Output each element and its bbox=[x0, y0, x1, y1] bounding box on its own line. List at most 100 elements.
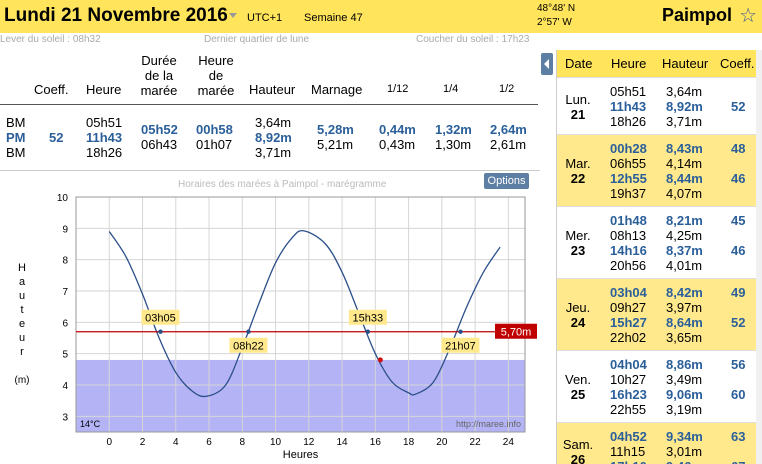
tide-time: 08h13 bbox=[610, 228, 647, 243]
crossing-label: 15h33 bbox=[353, 313, 384, 325]
col-hauteur-header: Hauteur bbox=[249, 82, 296, 97]
day-row[interactable]: Lun. 21 05h51 3,64m 11h43 8,92m 52 18h26 3,71m bbox=[557, 77, 762, 134]
table-header-divider bbox=[0, 104, 538, 105]
week-tides-header: Date Heure Hauteur Coeff. bbox=[557, 50, 762, 77]
tide-time: 10h27 bbox=[610, 372, 647, 387]
x-axis-label: Heures bbox=[283, 449, 319, 461]
tide-height: 3,64m bbox=[666, 84, 703, 99]
tide-height: 8,43m bbox=[666, 141, 703, 156]
tide-time: 05h51 bbox=[610, 84, 647, 99]
city-name[interactable]: Paimpol bbox=[661, 5, 732, 25]
tide-ranges: 5,28m 5,21m bbox=[317, 122, 354, 152]
x-tick-label: 0 bbox=[106, 437, 112, 448]
x-tick-label: 18 bbox=[403, 437, 415, 448]
tide-time: 00h28 bbox=[610, 141, 647, 156]
tide-time: 03h04 bbox=[610, 285, 647, 300]
x-tick-label: 24 bbox=[503, 437, 515, 448]
crossing-point bbox=[458, 329, 463, 334]
tide-coeff: 67 bbox=[731, 459, 745, 464]
crossing-label: 03h05 bbox=[145, 313, 176, 325]
day-label: Mer. 23 bbox=[565, 228, 591, 258]
tide-height: 3,19m bbox=[666, 402, 703, 417]
y-axis-label-letter: u bbox=[19, 332, 25, 344]
low-water-zone bbox=[76, 359, 525, 432]
x-tick-label: 2 bbox=[140, 437, 146, 448]
day-row[interactable]: Jeu. 24 03h04 8,42m 49 09h27 3,97m 15h27 8,64m 52… bbox=[557, 278, 762, 350]
crossing-point bbox=[365, 329, 371, 334]
week-label: Semaine 47 bbox=[304, 12, 363, 24]
y-axis-label-letter: e bbox=[19, 318, 25, 330]
day-row[interactable]: Mar. 22 00h28 8,43m 48 06h55 4,14m 12h55 8,44m 46… bbox=[557, 134, 762, 206]
timezone-label: UTC+1 bbox=[247, 12, 283, 24]
y-tick-label: 6 bbox=[62, 318, 68, 329]
tide-hours: 05h51 11h43 18h26 bbox=[86, 115, 123, 160]
week-days-list: Lun. 21 05h51 3,64m 11h43 8,92m 52 18h26 3,71m Ma… bbox=[557, 77, 762, 464]
tide-coeff: 49 bbox=[731, 285, 746, 300]
col-twelfth-header: 1/12 bbox=[387, 83, 409, 95]
tide-coeff: 52 bbox=[731, 315, 746, 330]
scrollbar[interactable] bbox=[756, 50, 762, 464]
tide-coeff: 52 bbox=[731, 99, 746, 114]
tide-durations: 05h52 06h43 bbox=[141, 122, 178, 152]
section-divider bbox=[0, 170, 540, 171]
header-bar: Lundi 21 Novembre 2016 UTC+1 Semaine 47 … bbox=[0, 0, 762, 33]
tide-time: 22h55 bbox=[610, 402, 647, 417]
col-coeff-header-right: Coeff. bbox=[720, 56, 755, 71]
tide-time: 16h23 bbox=[610, 387, 647, 402]
y-axis-label-letter: H bbox=[18, 262, 26, 274]
col-coeff-header: Coeff. bbox=[34, 82, 69, 97]
date-dropdown-caret-icon[interactable] bbox=[229, 13, 237, 18]
favorite-star-icon[interactable]: ☆ bbox=[739, 5, 757, 27]
x-tick-label: 16 bbox=[370, 437, 382, 448]
col-date-header: Date bbox=[565, 56, 593, 71]
crossing-point bbox=[158, 329, 163, 334]
col-heure-header: Heure bbox=[86, 82, 122, 97]
crossing-badge bbox=[348, 309, 387, 325]
col-half-header: 1/2 bbox=[499, 83, 515, 95]
day-label: Sam. 26 bbox=[562, 436, 594, 464]
options-button[interactable]: Options bbox=[484, 173, 529, 189]
threshold-label: 5,70m bbox=[501, 327, 532, 339]
tide-height: 8,42m bbox=[666, 285, 703, 300]
tide-height: 3,65m bbox=[666, 330, 703, 345]
tide-height: 4,01m bbox=[666, 258, 703, 273]
day-row[interactable]: Mer. 23 01h48 8,21m 45 08h13 4,25m 14h16 8,37m 46… bbox=[557, 206, 762, 278]
tide-types: BM PM BM bbox=[6, 115, 26, 160]
tide-twelfths: 0,44m 0,43m bbox=[379, 122, 416, 152]
day-row[interactable]: Ven. 25 04h04 8,86m 56 10h27 3,49m 16h23 9,06m 60… bbox=[557, 350, 762, 422]
tide-coeff: 46 bbox=[731, 243, 746, 258]
tide-height: 8,92m bbox=[666, 99, 703, 114]
plot-frame bbox=[75, 196, 526, 433]
tide-height: 8,44m bbox=[666, 171, 703, 186]
crossing-label: 21h07 bbox=[445, 341, 476, 353]
collapse-panel-arrow-icon[interactable] bbox=[541, 53, 553, 75]
tide-height: 3,01m bbox=[666, 444, 703, 459]
tide-time: 12h55 bbox=[610, 171, 647, 186]
x-tick-label: 12 bbox=[303, 437, 315, 448]
x-tick-label: 8 bbox=[240, 437, 246, 448]
tide-height: 3,97m bbox=[666, 300, 703, 315]
tide-height: 3,49m bbox=[666, 372, 703, 387]
day-label: Lun. 21 bbox=[565, 91, 591, 122]
tide-time: 06h55 bbox=[610, 156, 647, 171]
tide-height: 8,21m bbox=[666, 213, 703, 228]
tide-height: 9,34m bbox=[666, 429, 703, 444]
tide-height: 9,06m bbox=[666, 387, 703, 402]
day-label: Ven. 25 bbox=[564, 372, 592, 402]
day-row[interactable]: Sam.26 04h52 9,34m 63 11h15 3,01m 17h10 9,46m 67 bbox=[557, 422, 762, 464]
y-axis-unit: (m) bbox=[15, 375, 30, 386]
tide-coeff: 63 bbox=[731, 429, 746, 444]
crossing-point bbox=[246, 329, 251, 334]
tide-coeff: 60 bbox=[731, 387, 746, 402]
tide-coeff: 56 bbox=[731, 357, 746, 372]
crossing-badge bbox=[441, 337, 480, 353]
tide-height: 9,46m bbox=[666, 459, 703, 464]
x-tick-label: 10 bbox=[270, 437, 282, 448]
temperature-label: 14°C bbox=[80, 419, 101, 429]
current-time-point bbox=[377, 357, 383, 363]
col-heure-header-right: Heure bbox=[611, 56, 647, 71]
tide-time: 22h02 bbox=[610, 330, 647, 345]
tide-time: 20h56 bbox=[610, 258, 647, 273]
tide-time: 09h27 bbox=[610, 300, 647, 315]
latitude: 48°48' N bbox=[537, 3, 576, 14]
